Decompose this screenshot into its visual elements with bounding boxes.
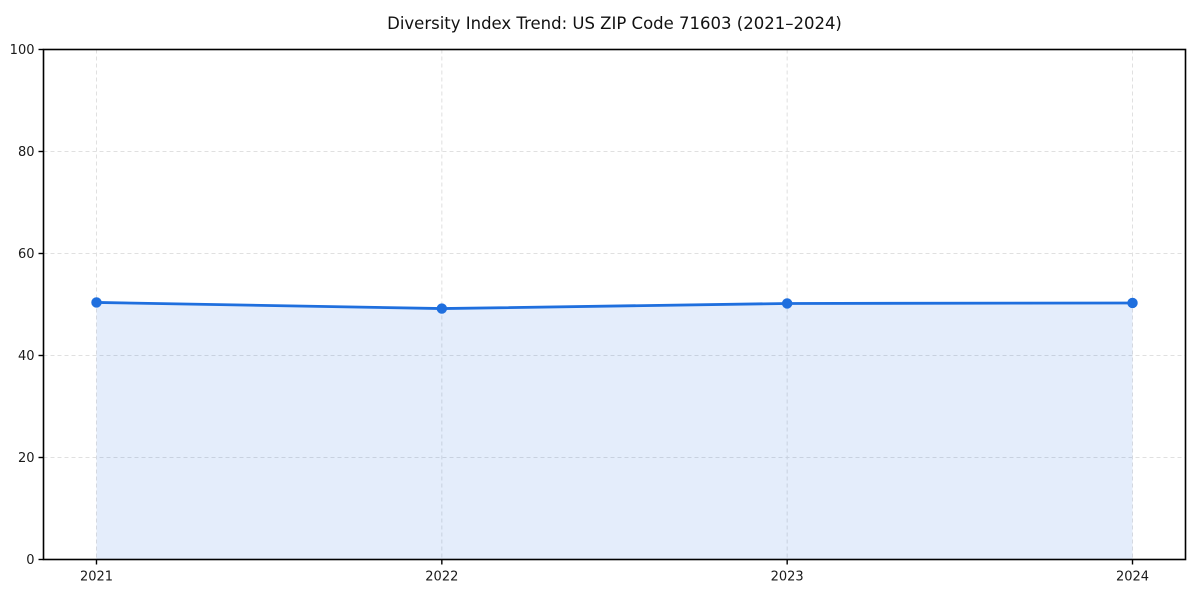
data-point-2021 <box>91 297 102 308</box>
data-point-2022 <box>436 303 448 314</box>
x-tick-label: 2024 <box>1116 570 1149 585</box>
y-tick-label: 80 <box>18 145 35 160</box>
y-tick-label: 40 <box>18 349 35 364</box>
trend-line <box>95 301 1134 310</box>
series-layer <box>91 297 1138 560</box>
data-point-2024 <box>1127 297 1138 309</box>
chart-title: Diversity Index Trend: US ZIP Code 71603… <box>387 14 842 33</box>
x-tick-label: 2023 <box>771 570 804 585</box>
plot-spines <box>42 48 1187 561</box>
x-tick-label: 2021 <box>80 570 113 585</box>
y-tick-label: 60 <box>18 247 35 262</box>
x-tick-label: 2022 <box>425 570 458 585</box>
y-tick-label: 0 <box>26 553 34 568</box>
y-tick-label: 20 <box>18 451 35 466</box>
axes-layer: 0 20 40 60 80 100 2021 2022 2023 2024 <box>10 43 1187 585</box>
data-point-2023 <box>781 298 793 309</box>
y-tick-label: 100 <box>10 43 35 58</box>
area-fill <box>96 302 1133 560</box>
